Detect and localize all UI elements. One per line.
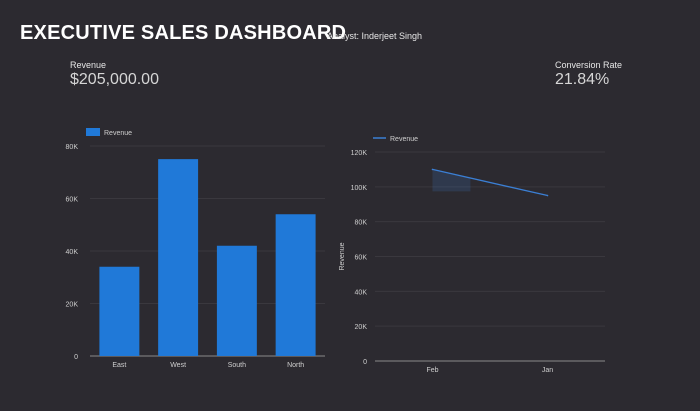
y-tick-label: 60K: [355, 255, 368, 262]
kpi-conversion-value: 21.84%: [555, 71, 610, 88]
x-tick-label: West: [170, 362, 186, 369]
x-tick-label: South: [228, 362, 246, 369]
y-tick-label: 80K: [355, 220, 368, 227]
data-point-jan: [546, 194, 549, 197]
area-fill-revenue: [432, 169, 471, 192]
dashboard-title: EXECUTIVE SALES DASHBOARD: [20, 22, 347, 44]
legend-swatch-revenue: [86, 128, 100, 136]
y-axis-title: Revenue: [339, 242, 346, 270]
analyst-label: Analyst: Inderjeet Singh: [327, 31, 423, 41]
bar-north: [275, 214, 316, 356]
x-tick-label: East: [112, 362, 126, 369]
x-tick-label: Jan: [542, 367, 553, 374]
y-tick-label: 80K: [66, 144, 79, 151]
data-point-feb: [431, 168, 434, 171]
y-tick-label: 40K: [66, 249, 79, 256]
kpi-revenue-label: Revenue: [70, 60, 107, 70]
series-line-revenue: [432, 168, 548, 197]
kpi-conversion-rate: Conversion Rate 21.84%: [555, 60, 622, 89]
y-tick-label: 40K: [355, 289, 368, 296]
legend-label-revenue: Revenue: [390, 136, 418, 143]
x-tick-label: North: [287, 362, 304, 369]
kpi-revenue: Revenue $205,000.00: [70, 60, 159, 89]
y-tick-label: 60K: [66, 197, 79, 204]
bar-south: [216, 245, 257, 356]
kpi-revenue-value: $205,000.00: [70, 71, 159, 88]
y-tick-label: 0: [74, 354, 78, 361]
kpi-conversion-label: Conversion Rate: [555, 60, 623, 70]
x-tick-label: Feb: [426, 367, 438, 374]
y-tick-label: 0: [363, 359, 367, 366]
y-tick-label: 20K: [66, 302, 79, 309]
revenue-by-region-bar-chart: Revenue 0 20K 40K 60K 80K East West South North: [66, 128, 325, 369]
revenue-by-month-line-chart: Revenue 0 20K 40K 60K 80K 100K 120K Revenue Feb Ja…: [339, 136, 605, 374]
bar-west: [158, 159, 199, 356]
bar-east: [99, 266, 140, 356]
legend-label-revenue: Revenue: [104, 130, 132, 137]
y-tick-label: 100K: [351, 185, 368, 192]
y-tick-label: 120K: [351, 150, 368, 157]
y-tick-label: 20K: [355, 324, 368, 331]
